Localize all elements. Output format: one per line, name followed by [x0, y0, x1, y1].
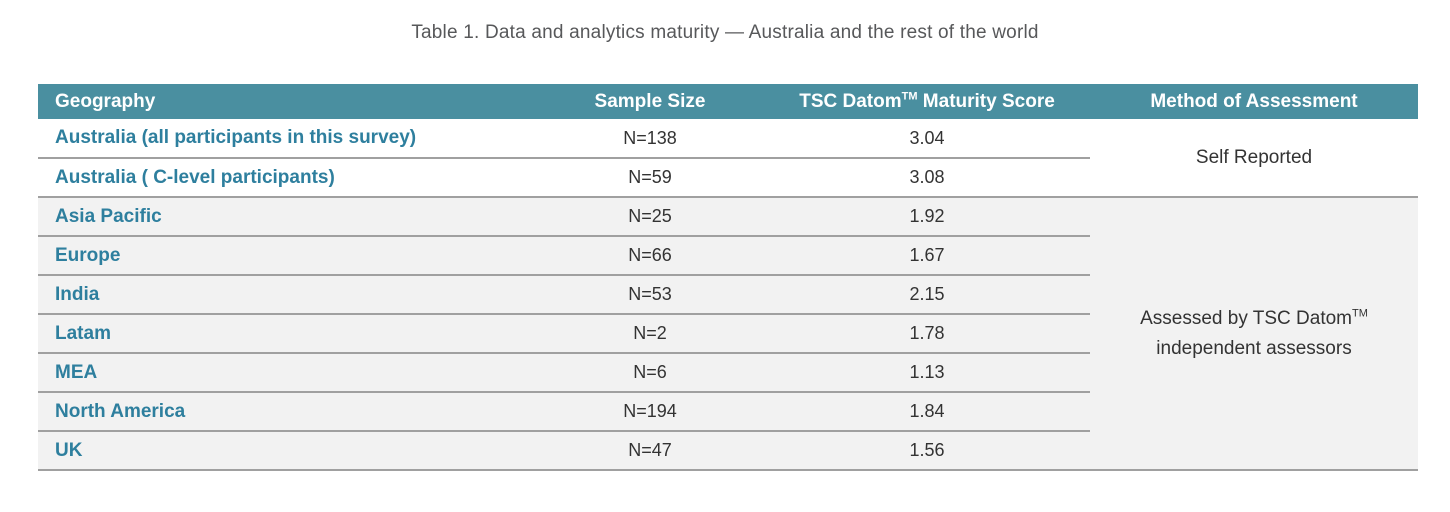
- maturity-score-cell: 1.13: [764, 353, 1090, 393]
- tm-superscript: TM: [1352, 307, 1368, 320]
- sample-size-cell: N=2: [536, 314, 764, 354]
- maturity-score-header-text: TSC Datom: [799, 90, 902, 112]
- sample-size-cell: N=6: [536, 353, 764, 393]
- maturity-score-cell: 1.92: [764, 197, 1090, 237]
- maturity-score-cell: 1.67: [764, 236, 1090, 276]
- geography-cell: Latam: [38, 314, 536, 354]
- maturity-table: Geography Sample Size TSC DatomTM Maturi…: [38, 84, 1418, 471]
- method-line1: Assessed by TSC Datom: [1140, 308, 1352, 330]
- method-line2: independent assessors: [1156, 337, 1352, 359]
- column-header-geography: Geography: [38, 84, 536, 119]
- method-of-assessment-cell: Assessed by TSC DatomTM independent asses…: [1090, 197, 1418, 471]
- geography-cell: North America: [38, 392, 536, 432]
- sample-size-cell: N=66: [536, 236, 764, 276]
- column-header-method-of-assessment: Method of Assessment: [1090, 84, 1418, 119]
- method-line1: Self Reported: [1195, 146, 1313, 168]
- sample-size-cell: N=138: [536, 119, 764, 159]
- maturity-score-cell: 3.08: [764, 158, 1090, 198]
- maturity-score-cell: 3.04: [764, 119, 1090, 159]
- maturity-score-cell: 1.56: [764, 431, 1090, 471]
- column-header-sample-size: Sample Size: [536, 84, 764, 119]
- maturity-score-cell: 1.78: [764, 314, 1090, 354]
- sample-size-cell: N=47: [536, 431, 764, 471]
- table-row: Australia (all participants in this surv…: [38, 119, 1418, 198]
- maturity-score-header-suffix: Maturity Score: [917, 90, 1055, 112]
- page-title: Table 1. Data and analytics maturity — A…: [411, 22, 1039, 43]
- geography-cell: UK: [38, 431, 536, 471]
- column-header-maturity-score: TSC DatomTM Maturity Score: [764, 84, 1090, 119]
- sample-size-cell: N=53: [536, 275, 764, 315]
- geography-cell: MEA: [38, 353, 536, 393]
- geography-cell: India: [38, 275, 536, 315]
- table-body: Australia (all participants in this surv…: [38, 119, 1418, 471]
- sample-size-cell: N=25: [536, 197, 764, 237]
- table-row: Asia Pacific N=25 1.92 Assessed by TSC D…: [38, 197, 1418, 471]
- sample-size-cell: N=194: [536, 392, 764, 432]
- geography-cell: Australia ( C-level participants): [38, 158, 536, 198]
- maturity-score-cell: 1.84: [764, 392, 1090, 432]
- sample-size-cell: N=59: [536, 158, 764, 198]
- geography-cell: Australia (all participants in this surv…: [38, 119, 536, 159]
- method-of-assessment-cell: Self Reported: [1090, 119, 1418, 198]
- geography-cell: Europe: [38, 236, 536, 276]
- geography-cell: Asia Pacific: [38, 197, 536, 237]
- table-header-row: Geography Sample Size TSC DatomTM Maturi…: [38, 84, 1418, 119]
- maturity-score-cell: 2.15: [764, 275, 1090, 315]
- tm-superscript: TM: [901, 90, 918, 103]
